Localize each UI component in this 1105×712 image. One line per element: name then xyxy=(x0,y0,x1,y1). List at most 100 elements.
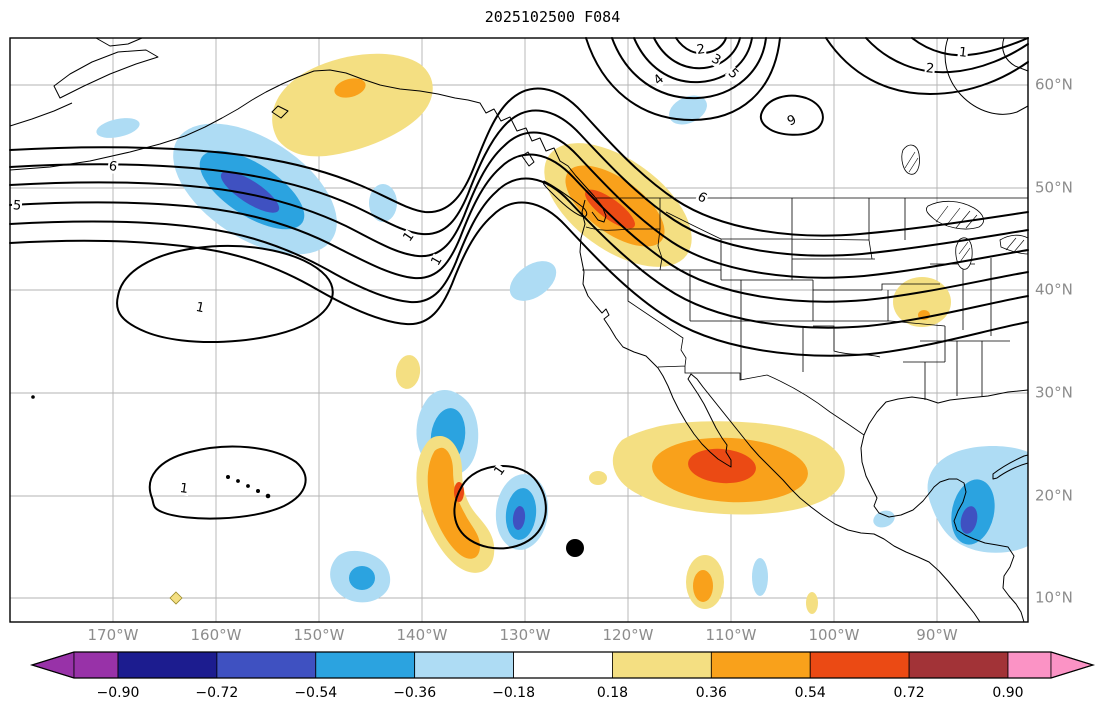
contour-line xyxy=(9,109,1029,257)
pos-anomaly-tiny-south xyxy=(806,592,818,614)
pos-anomaly-mexico-core xyxy=(688,448,756,484)
neg-anomaly-sw-core xyxy=(349,566,375,590)
neg-anomaly-tehuantepec xyxy=(873,510,895,528)
neg-anomaly-offshore-ca xyxy=(509,261,557,301)
contour-line xyxy=(9,177,1029,329)
contour-lines xyxy=(9,37,1029,550)
contour-closed-high-9 xyxy=(759,94,824,136)
colorbar-segment xyxy=(117,651,218,679)
north-slope-coast xyxy=(95,37,143,47)
contour-label: 6 xyxy=(107,158,119,176)
seward-coast xyxy=(9,102,73,127)
alaska-coastline xyxy=(9,69,607,223)
contour-topright-2 xyxy=(865,37,1029,74)
coastlines xyxy=(9,37,1029,623)
border-lattice xyxy=(582,197,1028,436)
plot-title: 2025102500 F084 xyxy=(484,8,621,26)
alaska-interior-coast xyxy=(53,49,159,99)
contour-line xyxy=(9,153,1029,303)
kodiak-island xyxy=(271,105,289,119)
contour-label: 2 xyxy=(924,61,936,77)
hawaii-island xyxy=(236,479,240,483)
colorbar-tick-label: −0.72 xyxy=(195,685,239,701)
lake-winnipeg-hatch xyxy=(904,151,919,173)
y-tick-label: 50°N xyxy=(1035,178,1073,197)
y-tick-label: 30°N xyxy=(1035,383,1073,402)
neg-anomaly-canada xyxy=(669,95,707,125)
hawaii-island xyxy=(256,489,260,493)
contour-line xyxy=(9,131,1029,279)
y-tick-label: 20°N xyxy=(1035,486,1073,505)
lake-huron-hatch xyxy=(1005,237,1025,253)
colorbar-tick-label: −0.36 xyxy=(393,685,437,701)
colorbar-tick-label: 0.72 xyxy=(893,685,925,701)
colorbar-under-arrow xyxy=(30,651,75,679)
x-tick-label: 170°W xyxy=(87,626,139,644)
gulf-coastline xyxy=(860,389,1029,623)
storm-position-marker xyxy=(566,539,584,557)
neg-anomaly-south-sliver xyxy=(752,558,768,596)
contour-label: 1 xyxy=(957,45,969,61)
pos-anomaly-arc-mid xyxy=(427,447,480,559)
contour-closed-low-west xyxy=(116,244,334,343)
colorbar-segment xyxy=(809,651,910,679)
neg-anomaly-gulfak xyxy=(369,184,397,222)
colorbar-tick-label: −0.54 xyxy=(294,685,338,701)
neg-anomaly-trop-core xyxy=(512,506,526,530)
colorbar-segment xyxy=(710,651,811,679)
map-frame xyxy=(9,37,1029,623)
lake-michigan-hatch xyxy=(958,241,971,263)
x-tick-label: 140°W xyxy=(396,626,448,644)
x-tick-label: 120°W xyxy=(602,626,654,644)
x-tick-label: 100°W xyxy=(808,626,860,644)
contour-line xyxy=(9,201,1029,357)
contour-line xyxy=(9,87,1029,237)
colorbar-segment xyxy=(216,651,317,679)
contour-topright-1 xyxy=(911,37,1029,57)
neg-anomaly-npacific-core xyxy=(220,171,280,213)
colorbar-over-arrow xyxy=(1050,651,1095,679)
x-tick-label: 90°W xyxy=(916,626,958,644)
pos-anomaly-small-offbaja xyxy=(589,471,607,485)
lake-superior xyxy=(926,200,984,230)
hawaii-island xyxy=(226,475,230,479)
colorbar-tick-label: 0.18 xyxy=(596,685,629,701)
hudson-bay-coast xyxy=(944,37,1029,115)
contour-top-u4 xyxy=(611,37,767,100)
colorbar-over-segment xyxy=(1007,651,1052,679)
political-borders xyxy=(582,197,1028,436)
contour-top-u2 xyxy=(653,37,741,70)
colorbar-outline xyxy=(29,651,1096,679)
y-tick-label: 60°N xyxy=(1035,75,1073,94)
west-coastline xyxy=(579,199,981,623)
lake-superior-hatch xyxy=(935,205,978,229)
x-tick-label: 150°W xyxy=(293,626,345,644)
colorbar-segment xyxy=(513,651,613,679)
x-tick-label: 130°W xyxy=(499,626,551,644)
x-tick-label: 110°W xyxy=(705,626,757,644)
pos-anomaly-alaska-outer xyxy=(272,53,433,157)
colorbar-segment xyxy=(414,651,514,679)
colorbar-tick-label: 0.54 xyxy=(794,685,826,701)
pos-anomaly-alaska-core xyxy=(334,78,366,98)
contour-label: 2 xyxy=(695,41,707,59)
arctic-coast-fragment xyxy=(1002,37,1029,72)
colorbar-tick-label: 0.36 xyxy=(695,685,727,701)
colorbar xyxy=(29,651,1096,679)
contour-closed-low-south xyxy=(148,445,307,520)
colorbar-tick-label: −0.18 xyxy=(492,685,535,701)
contour-top-u3 xyxy=(633,37,753,84)
colorbar-segment xyxy=(612,651,712,679)
hawaii-island xyxy=(265,493,271,499)
tiny-island-speck xyxy=(31,395,35,399)
lakes xyxy=(901,144,1029,270)
lake-michigan xyxy=(955,237,973,270)
pos-anomaly-pnw-core xyxy=(585,189,635,229)
contour-label: 5 xyxy=(11,198,23,214)
contour-top-u5 xyxy=(585,37,781,122)
anomaly-fill-regions xyxy=(96,53,1028,614)
colorbar-segment xyxy=(315,651,416,679)
pos-anomaly-south-core xyxy=(693,570,713,602)
